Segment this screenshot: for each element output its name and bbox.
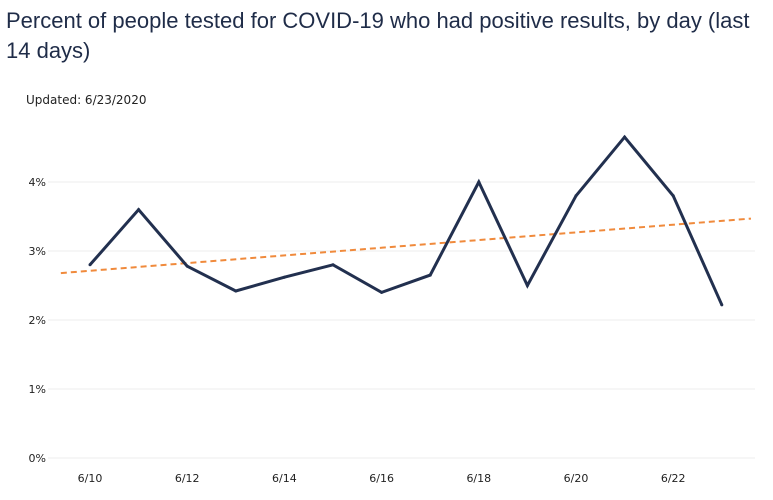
x-tick-label: 6/16: [369, 472, 394, 485]
x-tick-label: 6/14: [272, 472, 297, 485]
y-tick-label: 2%: [29, 314, 46, 327]
data-point: [88, 263, 92, 267]
y-axis-ticks: 0% 1% 2% 3% 4%: [29, 176, 46, 465]
data-point: [525, 284, 529, 287]
chart-title: Percent of people tested for COVID-19 wh…: [6, 8, 750, 63]
x-tick-label: 6/22: [661, 472, 686, 485]
data-point: [623, 135, 627, 139]
x-tick-label: 6/20: [564, 472, 589, 485]
data-point: [428, 273, 432, 277]
data-point: [282, 275, 286, 279]
trend-line: [60, 217, 752, 275]
data-point: [331, 263, 335, 267]
data-point: [380, 290, 384, 294]
y-tick-label: 4%: [29, 176, 46, 189]
data-point: [137, 208, 141, 212]
data-point: [185, 264, 189, 268]
data-point: [671, 194, 675, 198]
series-line: [88, 134, 724, 306]
x-axis-ticks: 6/10 6/12 6/14 6/16 6/18 6/20 6/22: [78, 472, 686, 485]
y-tick-label: 3%: [29, 245, 46, 258]
trend-line-layer: [60, 217, 752, 275]
data-point: [234, 289, 238, 293]
y-tick-label: 0%: [29, 452, 46, 465]
x-tick-label: 6/18: [466, 472, 491, 485]
y-tick-label: 1%: [29, 383, 46, 396]
x-tick-label: 6/12: [175, 472, 200, 485]
data-point: [574, 194, 578, 198]
x-tick-label: 6/10: [78, 472, 103, 485]
gridlines: [48, 181, 755, 459]
updated-date: Updated: 6/23/2020: [26, 93, 147, 107]
data-point: [720, 303, 724, 307]
series-layer: [88, 134, 724, 307]
data-point: [477, 180, 481, 184]
